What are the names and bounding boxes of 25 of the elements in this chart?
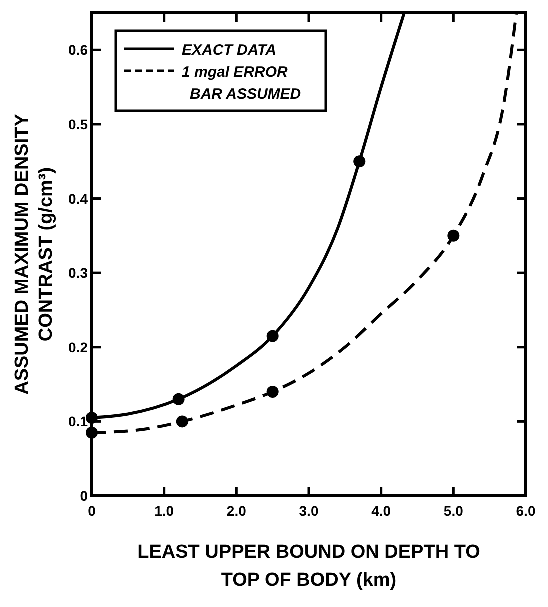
x-tick-label: 6.0 [516, 503, 536, 519]
legend-label: 1 mgal ERROR BAR ASSUMED [182, 64, 302, 103]
point [86, 426, 98, 439]
y-tick-label: 0.3 [68, 265, 88, 282]
x-tick-label: 3.0 [299, 503, 319, 519]
point [86, 412, 98, 424]
x-tick-label: 4.0 [372, 503, 392, 519]
point [448, 230, 460, 242]
point [172, 393, 185, 406]
y-tick-label: 0.5 [68, 116, 88, 132]
y-tick-label: 0.4 [68, 190, 88, 207]
x-tick-label: 5.0 [444, 503, 464, 519]
legend-label: EXACT DATA [182, 42, 276, 59]
x-axis-title: LEAST UPPER BOUND ON DEPTH TO TOP OF BODY (km) [138, 542, 480, 591]
y-tick-label: 0.1 [68, 414, 88, 430]
y-tick-label: 0.2 [68, 339, 88, 356]
y-tick-label: 0.6 [68, 42, 88, 58]
point [176, 416, 188, 428]
point [354, 156, 366, 168]
y-axis-title: ASSUMED MAXIMUM DENSITY CONTRAST (g/cm³) [12, 114, 57, 395]
point [266, 330, 279, 342]
x-tick-label: 2.0 [226, 503, 247, 519]
y-tick-label: 0 [80, 488, 88, 504]
point [266, 386, 279, 398]
x-tick-label: 1.0 [154, 503, 174, 519]
